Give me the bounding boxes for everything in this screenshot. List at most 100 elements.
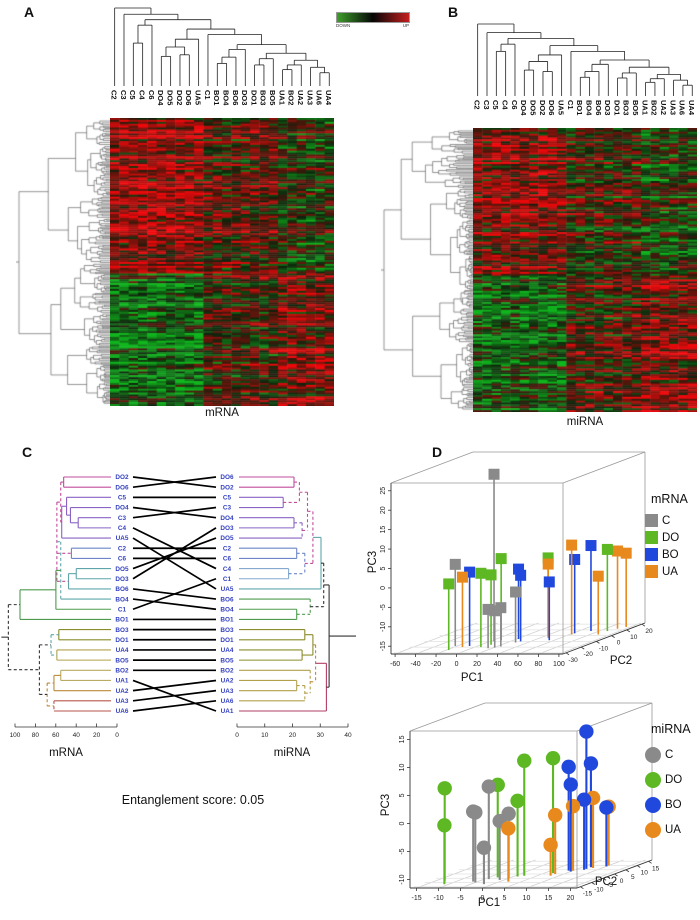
column-label: DO5 bbox=[165, 90, 174, 105]
column-label: C5 bbox=[491, 100, 500, 110]
tangle-label-right: DO4 bbox=[220, 515, 234, 522]
tangle-label-right: BO6 bbox=[220, 596, 234, 603]
x-tick-label: 40 bbox=[494, 661, 502, 668]
legend-item-c: C bbox=[645, 512, 688, 529]
c-swatch-icon bbox=[645, 514, 658, 527]
tick bbox=[637, 865, 641, 868]
legend-item-ua: UA bbox=[645, 817, 691, 842]
column-label: BO2 bbox=[287, 90, 296, 105]
tangle-label-right: DO5 bbox=[220, 535, 234, 542]
legend-label: DO bbox=[665, 773, 683, 786]
color-key-gradient bbox=[336, 12, 410, 23]
tick-label: 0 bbox=[235, 732, 239, 739]
data-point-BO bbox=[585, 540, 597, 552]
column-label: BO5 bbox=[631, 100, 640, 115]
tick bbox=[565, 652, 570, 656]
column-label: UA1 bbox=[277, 90, 286, 105]
box-edge bbox=[390, 451, 474, 484]
mrna-heatmap-caption: mRNA bbox=[205, 407, 239, 419]
tick bbox=[614, 873, 618, 877]
legend-label: C bbox=[662, 514, 671, 527]
x-tick-label: 100 bbox=[553, 661, 565, 668]
data-point-DO bbox=[517, 753, 532, 768]
tangle-label-left: C2 bbox=[118, 545, 127, 552]
tick bbox=[596, 641, 600, 644]
x-tick-label: -5 bbox=[457, 895, 463, 902]
bo-swatch-icon bbox=[645, 796, 661, 813]
y-tick-label: -10 bbox=[594, 886, 604, 893]
mrna-pca-z-axis-title: PC3 bbox=[367, 550, 379, 574]
floor-grid bbox=[435, 622, 519, 655]
z-tick-label: 25 bbox=[380, 487, 387, 495]
column-label: UA3 bbox=[305, 90, 314, 105]
column-label: C4 bbox=[137, 90, 146, 100]
x-tick-label: -40 bbox=[411, 661, 421, 668]
column-label: C2 bbox=[472, 100, 481, 110]
data-point-C bbox=[481, 779, 496, 794]
column-label: UA1 bbox=[640, 100, 649, 115]
column-label: C5 bbox=[128, 90, 137, 100]
tick bbox=[625, 869, 630, 873]
data-point-UA bbox=[620, 547, 632, 559]
tick bbox=[626, 629, 630, 633]
x-tick-label: 0 bbox=[455, 661, 459, 668]
tick-label: 20 bbox=[93, 732, 101, 739]
data-point-C bbox=[495, 602, 507, 614]
tangle-connector bbox=[132, 537, 217, 590]
z-tick-label: 15 bbox=[399, 735, 406, 743]
column-label: BO6 bbox=[594, 100, 603, 115]
tangle-label-right: BO3 bbox=[220, 627, 234, 634]
mrna-heatmap bbox=[110, 118, 334, 406]
tangle-label-right: DO3 bbox=[220, 525, 234, 532]
data-point-DO bbox=[545, 751, 561, 766]
z-tick-label: -5 bbox=[380, 604, 387, 610]
panel-letter-d: D bbox=[432, 444, 443, 460]
column-label: UA6 bbox=[678, 100, 687, 115]
column-label: BO4 bbox=[221, 90, 230, 106]
tangle-label-left: C1 bbox=[118, 606, 127, 613]
tangle-connector bbox=[132, 679, 217, 692]
y-tick-label: 15 bbox=[652, 865, 660, 872]
tangle-connector bbox=[132, 598, 217, 611]
column-label: C2 bbox=[109, 90, 118, 100]
legend-label: UA bbox=[665, 823, 681, 836]
data-point-BO bbox=[543, 576, 555, 588]
y-tick-label: 0 bbox=[617, 640, 621, 647]
tangle-label-left: C5 bbox=[118, 495, 127, 502]
y-tick-label: -10 bbox=[599, 645, 609, 652]
mirna-pca-x-axis-title: PC1 bbox=[477, 897, 501, 909]
tangle-label-left: DO4 bbox=[115, 505, 129, 512]
z-tick-label: -10 bbox=[399, 874, 406, 884]
column-label: BO4 bbox=[584, 100, 593, 116]
tangle-label-left: UA5 bbox=[116, 535, 129, 542]
tangle-label-right: DO6 bbox=[220, 474, 234, 481]
floor-grid bbox=[497, 622, 580, 655]
y-tick-label: 10 bbox=[630, 634, 638, 641]
data-point-C bbox=[449, 558, 461, 570]
column-label: UA3 bbox=[668, 100, 677, 115]
do-swatch-icon bbox=[645, 771, 661, 788]
x-tick-label: 15 bbox=[545, 895, 553, 902]
tangle-label-right: C3 bbox=[223, 505, 232, 512]
tick bbox=[581, 646, 585, 650]
tangle-label-right: C1 bbox=[223, 576, 232, 583]
y-tick-label: -5 bbox=[607, 882, 613, 889]
legend-label: UA bbox=[662, 565, 678, 578]
tick bbox=[611, 635, 615, 638]
floor-grid bbox=[558, 622, 642, 655]
color-key-up-label: UP bbox=[402, 23, 409, 28]
column-label: BO2 bbox=[650, 100, 659, 115]
z-tick-label: 15 bbox=[380, 526, 387, 534]
mrna-pca-y-axis-title: PC2 bbox=[609, 655, 633, 667]
tangle-connector bbox=[132, 577, 217, 611]
legend-label: BO bbox=[662, 548, 679, 561]
data-point-BO bbox=[569, 553, 581, 565]
column-label: DO6 bbox=[547, 100, 556, 115]
tangle-label-left: BO6 bbox=[115, 586, 129, 593]
tick-label: 10 bbox=[261, 732, 269, 739]
column-label: C6 bbox=[147, 90, 156, 100]
data-point-UA bbox=[547, 807, 563, 823]
mirna-heatmap bbox=[473, 128, 697, 412]
tick-label: 80 bbox=[32, 732, 40, 739]
